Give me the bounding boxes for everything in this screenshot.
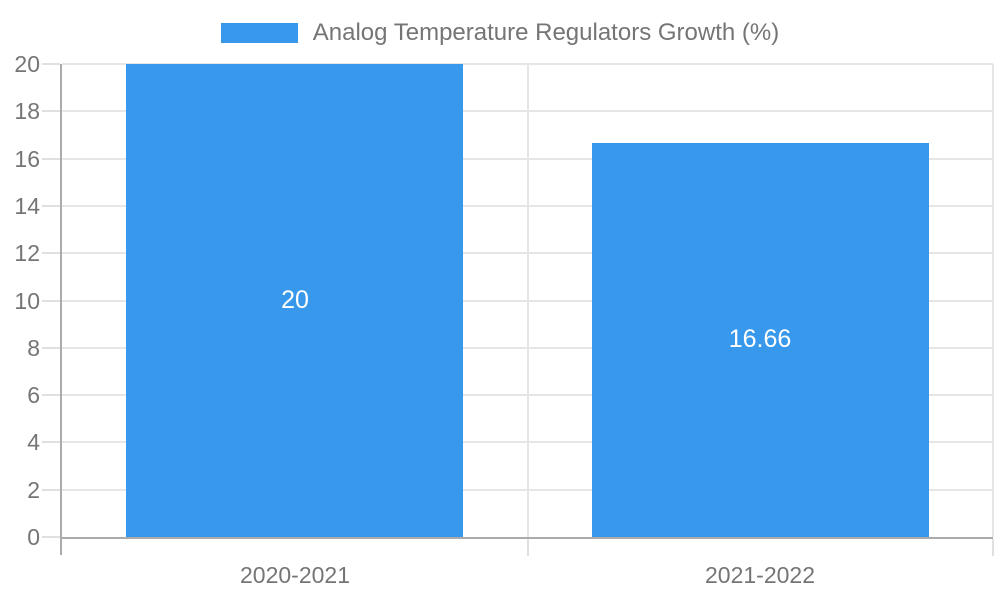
- y-tick-label: 6: [27, 382, 40, 409]
- y-axis-tick: [42, 441, 60, 444]
- legend-swatch-icon[interactable]: [220, 23, 298, 43]
- y-tick-label: 0: [27, 524, 40, 550]
- y-axis-tick: [42, 157, 60, 160]
- y-axis-tick: [42, 110, 60, 113]
- x-tick-label: 2021-2022: [705, 562, 815, 588]
- y-tick-label: 2: [27, 476, 40, 503]
- y-tick-label: 20: [14, 51, 40, 77]
- bar-value-label: 20: [281, 286, 309, 314]
- x-tick-label: 2020-2021: [240, 562, 350, 588]
- gridline: [992, 64, 994, 537]
- legend-label[interactable]: Analog Temperature Regulators Growth (%): [312, 19, 780, 46]
- y-tick-label: 16: [14, 145, 40, 172]
- x-axis-line: [60, 537, 993, 539]
- y-axis-line: [60, 64, 62, 555]
- y-axis-tick: [42, 394, 60, 397]
- y-tick-label: 18: [14, 98, 40, 125]
- y-tick-label: 8: [27, 334, 40, 361]
- bar-2021-2022[interactable]: [592, 142, 929, 537]
- gridline: [526, 64, 529, 537]
- y-tick-label: 10: [14, 287, 40, 314]
- y-tick-label: 14: [14, 192, 40, 219]
- y-axis-tick: [42, 299, 60, 302]
- bar-2020-2021[interactable]: [126, 64, 463, 537]
- y-axis-tick: [42, 488, 60, 491]
- y-axis-tick: [42, 346, 60, 349]
- x-axis-tick: [992, 539, 994, 556]
- y-axis-tick: [42, 204, 60, 207]
- bar-value-label: 16.66: [728, 325, 792, 353]
- y-axis-tick: [42, 252, 60, 255]
- y-axis-tick: [42, 63, 60, 65]
- y-axis-tick: [42, 536, 60, 538]
- chart-legend[interactable]: Analog Temperature Regulators Growth (%): [0, 19, 1000, 47]
- y-tick-label: 4: [27, 429, 40, 456]
- y-tick-label: 12: [14, 240, 40, 267]
- x-axis-tick: [526, 539, 529, 556]
- plot-area: 20 16.66: [62, 63, 994, 537]
